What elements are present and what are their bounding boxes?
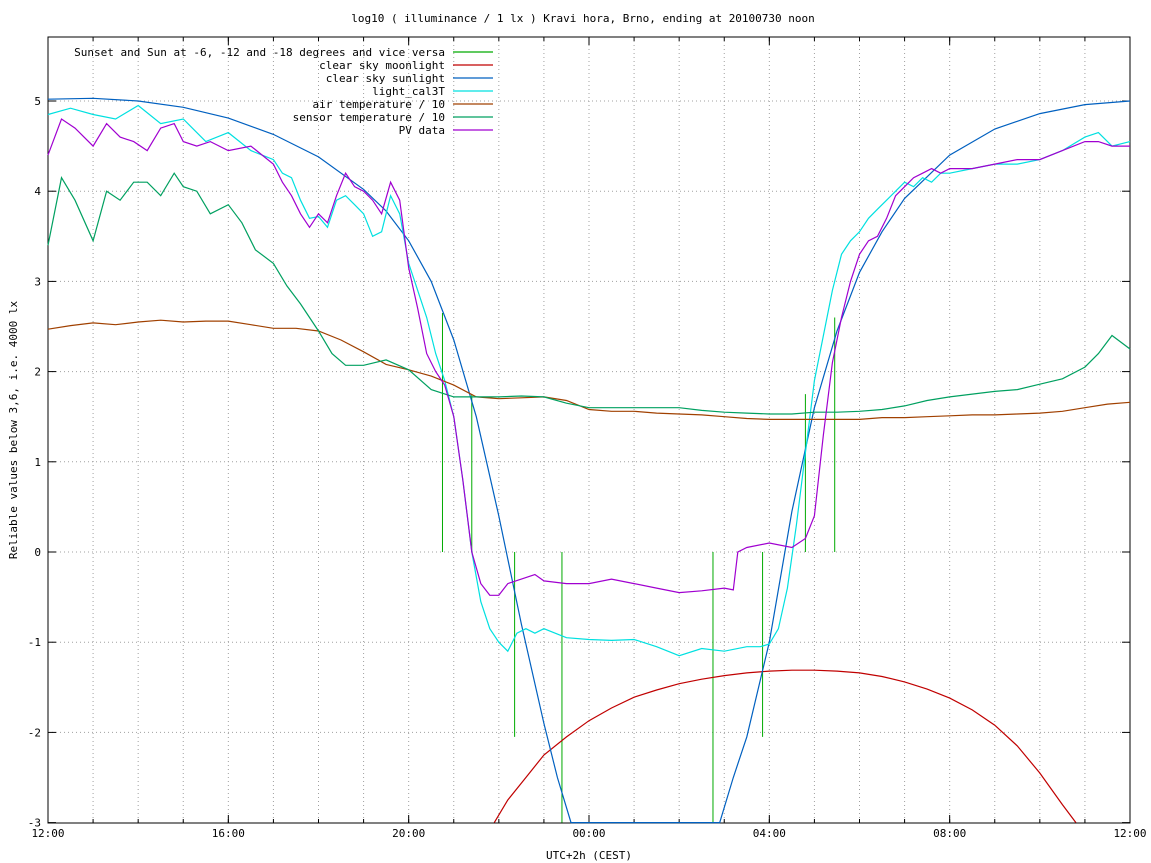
y-tick-label: -2 — [28, 726, 41, 739]
series-line-2 — [47, 97, 1131, 824]
legend: Sunset and Sun at -6, -12 and -18 degree… — [74, 46, 493, 137]
x-tick-label: 08:00 — [933, 827, 966, 840]
x-axis-ticks: 12:00 16:00 20:00 00:00 04:00 08:00 12:00 — [31, 37, 1147, 840]
y-axis-ticks: -3 -2 -1 0 1 2 3 4 5 — [28, 95, 1130, 830]
x-tick-label: 12:00 — [31, 827, 64, 840]
series-line-4 — [47, 319, 1131, 420]
x-axis-label: UTC+2h (CEST) — [546, 849, 632, 862]
grid — [48, 37, 1130, 823]
x-tick-label: 04:00 — [753, 827, 786, 840]
y-axis-label: Reliable values below 3,6, i.e. 4000 lx — [7, 300, 20, 559]
y-tick-label: 3 — [34, 275, 41, 288]
legend-label: clear sky moonlight — [319, 59, 445, 72]
legend-label: light_cal3T — [372, 85, 445, 98]
y-tick-label: 5 — [34, 95, 41, 108]
x-tick-label: 16:00 — [212, 827, 245, 840]
series-line-1 — [493, 669, 1077, 823]
x-tick-label: 20:00 — [392, 827, 425, 840]
y-tick-label: -3 — [28, 817, 41, 830]
series-line-5 — [47, 172, 1131, 415]
legend-label: PV data — [399, 124, 445, 137]
series-line-3 — [47, 104, 1131, 657]
y-tick-label: 0 — [34, 546, 41, 559]
legend-label: sensor temperature / 10 — [293, 111, 445, 124]
series-line-6 — [47, 118, 1130, 596]
y-tick-label: 1 — [34, 456, 41, 469]
y-tick-label: 2 — [34, 366, 41, 379]
legend-label: air temperature / 10 — [313, 98, 445, 111]
x-tick-label: 12:00 — [1113, 827, 1146, 840]
y-tick-label: -1 — [28, 636, 41, 649]
legend-label: clear sky sunlight — [326, 72, 445, 85]
y-tick-label: 4 — [34, 185, 41, 198]
legend-label: Sunset and Sun at -6, -12 and -18 degree… — [74, 46, 445, 59]
x-tick-label: 00:00 — [572, 827, 605, 840]
chart-title: log10 ( illuminance / 1 lx ) Kravi hora,… — [351, 12, 815, 25]
series-layer — [47, 97, 1131, 824]
